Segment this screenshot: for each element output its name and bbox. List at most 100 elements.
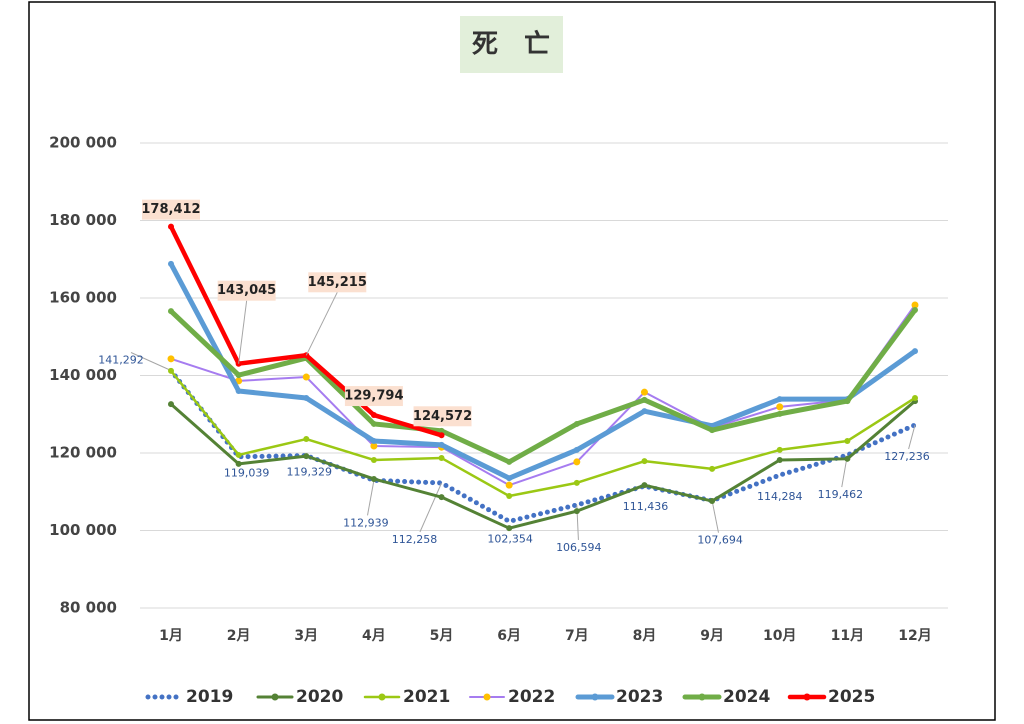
marker	[573, 458, 581, 466]
marker	[168, 367, 174, 374]
leader-line	[367, 480, 375, 516]
marker	[776, 410, 783, 417]
legend-label: 2019	[186, 687, 233, 707]
x-tick-label: 2月	[227, 628, 251, 644]
marker	[370, 456, 377, 463]
marker	[709, 465, 716, 472]
marker	[573, 446, 580, 453]
legend-label: 2022	[508, 687, 555, 707]
marker	[776, 403, 784, 411]
y-tick-label: 180 000	[49, 211, 117, 229]
leader-line	[305, 292, 338, 356]
x-tick-label: 1月	[159, 628, 183, 644]
data-label: 114,284	[757, 490, 803, 503]
x-tick-label: 4月	[362, 628, 386, 644]
marker	[844, 398, 851, 405]
marker	[641, 408, 648, 415]
data-label: 127,236	[884, 450, 930, 463]
marker	[168, 260, 174, 267]
marker	[912, 394, 918, 401]
y-tick-label: 140 000	[49, 366, 117, 384]
marker	[438, 427, 445, 434]
marker	[438, 494, 445, 501]
data-label: 124,572	[413, 409, 472, 424]
legend-label: 2023	[616, 687, 663, 707]
series-line	[169, 369, 917, 498]
marker	[167, 355, 175, 363]
y-tick-label: 100 000	[49, 521, 117, 539]
data-label: 143,045	[217, 283, 276, 298]
x-tick-label: 10月	[763, 628, 796, 644]
legend-marker	[271, 693, 279, 701]
y-tick-label: 200 000	[49, 134, 117, 152]
series-line	[168, 261, 918, 481]
x-tick-label: 9月	[700, 628, 724, 644]
marker	[641, 458, 648, 465]
data-label: 129,794	[344, 389, 403, 404]
legend-label: 2020	[296, 687, 343, 707]
marker	[370, 412, 377, 419]
x-tick-label: 5月	[430, 628, 454, 644]
title-box	[460, 16, 563, 73]
marker	[370, 437, 377, 444]
marker	[235, 460, 242, 467]
label-box	[344, 386, 403, 407]
series-line	[169, 399, 917, 530]
data-label: 178,412	[141, 202, 200, 217]
marker	[303, 436, 310, 443]
marker	[844, 437, 851, 444]
data-label: 119,039	[224, 467, 270, 480]
marker	[235, 451, 242, 458]
marker	[573, 508, 580, 515]
marker	[776, 396, 783, 403]
x-tick-label: 3月	[294, 628, 318, 644]
leader-line	[130, 352, 172, 371]
marker	[370, 420, 377, 427]
legend-marker	[803, 693, 811, 701]
legend-label: 2021	[403, 687, 450, 707]
marker	[911, 301, 919, 309]
label-box	[413, 406, 472, 427]
y-tick-label: 80 000	[60, 599, 117, 617]
x-tick-label: 6月	[497, 628, 521, 644]
legend-marker	[591, 693, 599, 701]
marker	[709, 498, 716, 505]
marker	[438, 441, 445, 448]
leader-line	[711, 500, 719, 533]
data-label: 145,215	[308, 275, 367, 290]
marker	[302, 373, 310, 381]
marker	[303, 394, 310, 401]
marker	[168, 308, 174, 315]
x-tick-label: 12月	[898, 628, 931, 644]
leader-line	[238, 300, 248, 364]
data-label: 112,258	[392, 533, 438, 546]
x-tick-label: 7月	[565, 628, 589, 644]
marker	[776, 456, 783, 463]
marker	[506, 475, 513, 482]
marker	[641, 482, 648, 489]
legend-label: 2025	[828, 687, 875, 707]
series-line	[168, 367, 918, 524]
data-label: 106,594	[556, 541, 602, 554]
leader-line	[419, 482, 443, 533]
marker	[912, 307, 918, 314]
marker	[912, 348, 918, 355]
data-label: 119,329	[287, 466, 333, 479]
chart-frame	[28, 1, 996, 721]
marker	[370, 442, 378, 450]
marker	[573, 420, 580, 427]
marker	[776, 446, 783, 453]
legend-marker	[698, 693, 706, 701]
label-box	[217, 280, 276, 301]
marker	[370, 475, 377, 482]
data-label: 107,694	[697, 534, 743, 547]
marker	[168, 401, 174, 408]
series-line	[170, 303, 916, 487]
x-tick-label: 11月	[831, 628, 864, 644]
marker	[303, 453, 310, 460]
marker	[235, 388, 242, 394]
marker	[438, 432, 445, 439]
y-tick-label: 160 000	[49, 289, 117, 307]
marker	[506, 525, 513, 532]
